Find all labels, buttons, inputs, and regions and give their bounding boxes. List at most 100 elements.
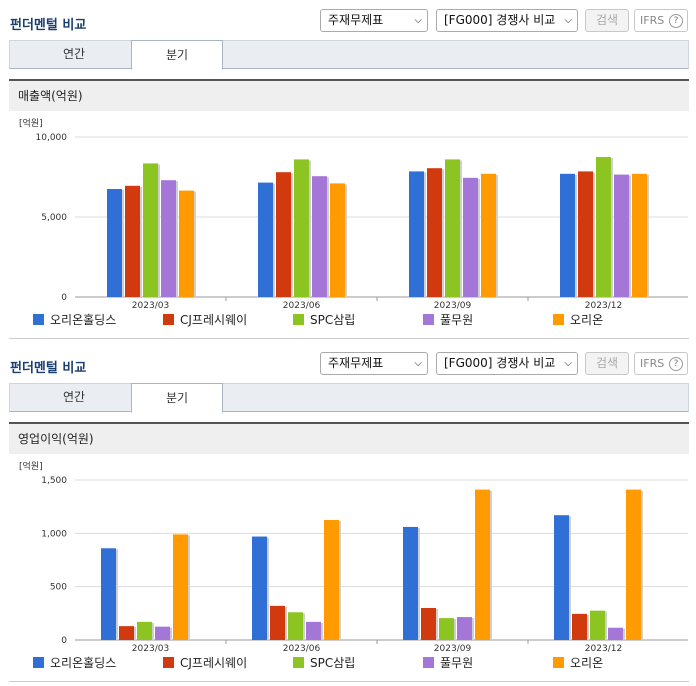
legend-swatch: [163, 657, 174, 668]
tab-annual[interactable]: 연간: [62, 47, 86, 61]
panel-header: 펀더멘털 비교 주재무제표 ⌵ [FG000] 경쟁사 비교 ⌵ 검색 IFRS…: [0, 343, 696, 379]
legend-label: CJ프레시웨이: [180, 656, 247, 670]
legend-label: 풀무원: [440, 313, 473, 327]
y-tick-label: 500: [50, 583, 67, 593]
help-icon[interactable]: ?: [669, 14, 683, 28]
x-tick-label: 2023/12: [585, 644, 622, 654]
bar: [294, 159, 309, 297]
legend-label: 오리온: [570, 313, 603, 327]
chevron-down-icon: ⌵: [564, 15, 572, 26]
legend-label: CJ프레시웨이: [180, 313, 247, 327]
bar: [101, 548, 116, 640]
bar: [572, 613, 587, 640]
bar: [427, 168, 442, 297]
compare-select[interactable]: [FG000] 경쟁사 비교 ⌵: [436, 9, 578, 32]
axis-unit-label: [억원]: [19, 460, 43, 472]
statement-select-value: 주재무제표: [328, 356, 384, 370]
tab-quarterly[interactable]: 분기: [131, 40, 223, 70]
bar: [590, 610, 605, 640]
x-tick-label: 2023/09: [434, 644, 472, 654]
bar: [276, 172, 291, 297]
period-tabs: 연간 분기: [9, 383, 689, 413]
x-tick-label: 2023/09: [434, 301, 472, 311]
chevron-down-icon: ⌵: [414, 15, 422, 26]
compare-select-value: [FG000] 경쟁사 비교: [444, 13, 556, 27]
section-title: 매출액(억원): [9, 79, 689, 111]
statement-select[interactable]: 주재무제표 ⌵: [320, 9, 428, 32]
x-tick-label: 2023/03: [132, 301, 169, 311]
bar: [107, 189, 122, 297]
legend-label: 오리온: [570, 656, 603, 670]
help-icon[interactable]: ?: [669, 357, 683, 371]
x-tick-label: 2023/03: [132, 644, 169, 654]
fundamental-panel-1: 펀더멘털 비교 주재무제표 ⌵ [FG000] 경쟁사 비교 ⌵ 검색 IFRS…: [0, 0, 696, 342]
legend-label: 풀무원: [440, 656, 473, 670]
ifrs-label: IFRS: [640, 357, 665, 370]
bar: [626, 489, 641, 640]
search-button[interactable]: 검색: [585, 9, 629, 32]
statement-select[interactable]: 주재무제표 ⌵: [320, 352, 428, 375]
bar: [119, 626, 134, 640]
legend-label: SPC삼립: [310, 656, 355, 670]
legend-label: SPC삼립: [310, 313, 355, 327]
bar: [258, 182, 273, 297]
y-tick-label: 0: [61, 293, 67, 303]
x-tick-label: 2023/06: [283, 301, 321, 311]
legend-swatch: [423, 314, 434, 325]
y-tick-label: 1,000: [41, 529, 67, 539]
legend-swatch: [553, 314, 564, 325]
y-tick-label: 1,500: [41, 476, 67, 486]
bar: [632, 173, 647, 297]
y-tick-label: 10,000: [36, 133, 68, 143]
bar: [475, 489, 490, 640]
ifrs-label: IFRS: [640, 14, 665, 27]
bar: [288, 612, 303, 640]
bar: [306, 621, 321, 640]
statement-select-value: 주재무제표: [328, 13, 384, 27]
legend-swatch: [33, 657, 44, 668]
bar: [125, 185, 140, 297]
bar: [403, 526, 418, 640]
bar: [330, 183, 345, 297]
bar: [445, 159, 460, 297]
chart-container: [억원] 0 500 1,000 1,500 2023/03 2023/06 2023/09 2…: [9, 454, 689, 682]
panel-title: 펀더멘털 비교: [10, 18, 87, 33]
bar: [554, 515, 569, 640]
bar: [608, 627, 623, 640]
bar: [161, 180, 176, 297]
compare-select[interactable]: [FG000] 경쟁사 비교 ⌵: [436, 352, 578, 375]
bar: [596, 157, 611, 297]
chevron-down-icon: ⌵: [564, 358, 572, 369]
revenue-chart: [억원] 0 5,000 10,000 2023/03 2023/06 2023/09 202…: [19, 117, 688, 327]
chevron-down-icon: ⌵: [414, 358, 422, 369]
axis-unit-label: [억원]: [19, 117, 43, 129]
period-tabs: 연간 분기: [9, 40, 689, 70]
ifrs-button[interactable]: IFRS ?: [634, 9, 688, 32]
bar: [457, 617, 472, 640]
compare-select-value: [FG000] 경쟁사 비교: [444, 356, 556, 370]
bar: [463, 177, 478, 297]
search-button[interactable]: 검색: [585, 352, 629, 375]
bar: [155, 626, 170, 640]
legend-swatch: [33, 314, 44, 325]
y-tick-label: 0: [61, 636, 67, 646]
legend-label: 오리온홀딩스: [50, 313, 116, 327]
ifrs-button[interactable]: IFRS ?: [634, 352, 688, 375]
fundamental-panel-2: 펀더멘털 비교 주재무제표 ⌵ [FG000] 경쟁사 비교 ⌵ 검색 IFRS…: [0, 343, 696, 684]
bar: [137, 621, 152, 640]
x-tick-label: 2023/12: [585, 301, 622, 311]
legend-swatch: [423, 657, 434, 668]
bar: [614, 174, 629, 297]
chart-container: [억원] 0 5,000 10,000 2023/03 2023/06 2023/09 202…: [9, 111, 689, 339]
legend-label: 오리온홀딩스: [50, 656, 116, 670]
bar: [324, 520, 339, 640]
tab-quarterly[interactable]: 분기: [131, 383, 223, 413]
bar: [270, 605, 285, 640]
bar: [252, 536, 267, 640]
legend-swatch: [293, 657, 304, 668]
bar: [481, 173, 496, 297]
legend-swatch: [293, 314, 304, 325]
tab-annual[interactable]: 연간: [62, 390, 86, 404]
panel-header: 펀더멘털 비교 주재무제표 ⌵ [FG000] 경쟁사 비교 ⌵ 검색 IFRS…: [0, 0, 696, 36]
bar: [560, 173, 575, 297]
